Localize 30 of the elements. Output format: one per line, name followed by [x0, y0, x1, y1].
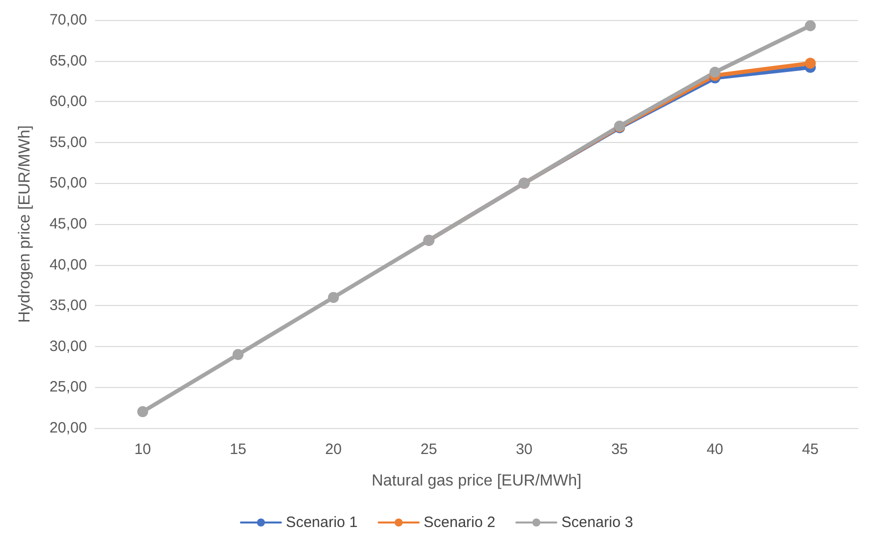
point: [804, 20, 816, 32]
point: [232, 349, 244, 360]
x-tick-label: 35: [611, 441, 628, 458]
y-tick-label: 50,00: [49, 174, 87, 192]
y-tick-label: 60,00: [49, 93, 87, 110]
point: [137, 406, 148, 418]
y-tick-label: 65,00: [49, 52, 87, 70]
y-tick-label: 40,00: [49, 256, 87, 274]
y-tick-label: 70,00: [49, 12, 87, 28]
x-tick-label: 30: [516, 441, 533, 458]
x-tick-label: 45: [802, 441, 819, 458]
y-axis-title: Hydrogen price [EUR/MWh]: [16, 125, 34, 323]
x-tick-label: 25: [420, 441, 438, 458]
legend-label: Scenario 2: [424, 514, 496, 531]
point: [709, 66, 720, 78]
y-tick-label: 35,00: [49, 297, 87, 314]
y-tick-label: 20,00: [49, 420, 87, 436]
x-tick-label: 40: [706, 441, 724, 458]
point: [804, 58, 816, 69]
x-tick-label: 10: [134, 441, 152, 458]
x-tick-label: 15: [230, 441, 246, 458]
x-axis-title: Natural gas price [EUR/MWh]: [372, 472, 582, 490]
y-tick-label: 30,00: [49, 338, 87, 355]
y-tick-label: 25,00: [49, 378, 87, 396]
point: [328, 292, 339, 303]
y-tick-label: 55,00: [49, 134, 87, 151]
legend-label: Scenario 3: [561, 514, 634, 531]
x-tick-label: 20: [325, 441, 342, 458]
legend-label: Scenario 1: [286, 514, 358, 531]
y-tick-label: 45,00: [49, 216, 87, 232]
